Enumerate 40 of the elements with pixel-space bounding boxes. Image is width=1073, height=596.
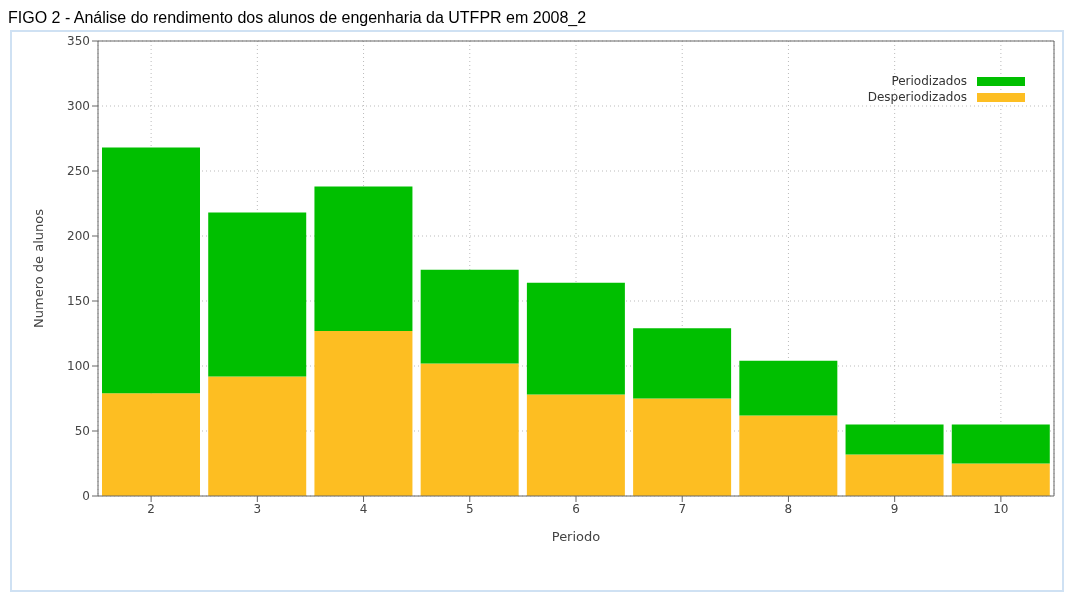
chart-title: FIGO 2 - Análise do rendimento dos alunos de engenharia da UTFPR em 2008_2 xyxy=(8,8,588,28)
legend-label: Periodizados xyxy=(891,74,967,88)
y-tick-label: 200 xyxy=(67,229,90,244)
bar xyxy=(208,212,307,377)
y-tick-label: 150 xyxy=(67,294,90,309)
x-tick-label: 8 xyxy=(784,501,793,516)
x-tick-label: 4 xyxy=(359,501,368,516)
x-tick-label: 10 xyxy=(993,501,1009,516)
y-axis-title: Numero de alunos xyxy=(30,208,46,328)
x-tick-label: 7 xyxy=(678,501,687,516)
x-tick-label: 3 xyxy=(253,501,262,516)
bar xyxy=(633,328,732,399)
x-tick-label: 2 xyxy=(147,501,155,516)
bar xyxy=(420,363,519,496)
bar xyxy=(314,186,413,331)
bar xyxy=(102,147,200,394)
bar xyxy=(420,269,519,364)
bar xyxy=(951,463,1050,496)
bar xyxy=(845,454,944,496)
bar xyxy=(845,424,944,455)
y-tick-label: 350 xyxy=(67,34,90,49)
bar xyxy=(951,424,1050,464)
bar xyxy=(102,393,200,496)
bar xyxy=(633,398,732,496)
bar xyxy=(526,282,625,395)
x-tick-label: 5 xyxy=(465,501,474,516)
bar xyxy=(208,376,307,496)
bar xyxy=(314,330,413,496)
y-tick-label: 100 xyxy=(67,359,90,374)
y-tick-label: 300 xyxy=(67,99,90,114)
x-tick-label: 9 xyxy=(890,501,899,516)
y-tick-label: 50 xyxy=(74,424,90,439)
x-tick-label: 6 xyxy=(572,501,580,516)
bar xyxy=(526,394,625,496)
x-axis-title: Periodo xyxy=(551,529,601,544)
y-tick-label: 0 xyxy=(82,489,90,504)
bar xyxy=(739,360,838,416)
y-tick-label: 250 xyxy=(67,164,90,179)
bar xyxy=(739,415,838,496)
legend-label: Desperiodizados xyxy=(867,90,967,104)
